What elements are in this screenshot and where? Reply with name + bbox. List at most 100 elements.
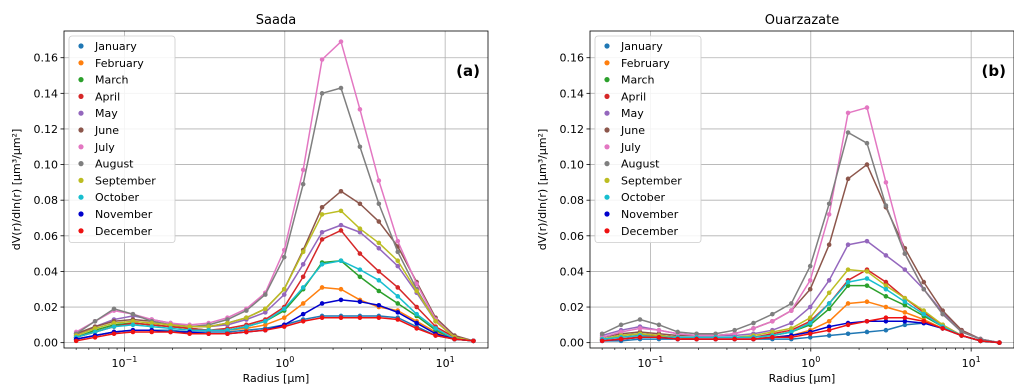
data-point [149, 329, 155, 335]
chart-title: Ouarzazate [765, 13, 839, 28]
data-point [921, 318, 927, 324]
data-point [940, 311, 945, 317]
legend-marker [78, 228, 84, 234]
data-point [902, 267, 908, 272]
data-point [883, 318, 889, 324]
data-point [357, 315, 363, 321]
series-group [599, 105, 1002, 345]
data-point [376, 245, 382, 251]
series-line [602, 163, 1000, 344]
y-tick-label: 0.04 [560, 265, 585, 278]
data-point [357, 107, 363, 112]
data-point [263, 327, 268, 333]
y-tick-label: 0.14 [560, 87, 585, 100]
data-point [414, 304, 419, 310]
data-point [376, 178, 382, 183]
data-point [92, 326, 98, 331]
legend-item: June [604, 124, 645, 137]
chart-panel-1: 0.000.020.040.060.080.100.120.140.1610−1… [10, 13, 489, 385]
data-point [300, 274, 306, 280]
data-point [656, 327, 662, 333]
data-point [281, 286, 287, 292]
data-point [338, 228, 344, 233]
legend-marker [604, 93, 610, 99]
data-point [770, 311, 775, 317]
data-point [433, 326, 438, 331]
data-point [111, 324, 117, 329]
data-point [187, 331, 192, 337]
data-point [319, 301, 325, 306]
legend-item: November [604, 208, 679, 221]
data-point [376, 288, 382, 294]
legend-item: July [604, 141, 641, 154]
data-point [414, 326, 419, 331]
data-point [921, 311, 927, 317]
data-point [770, 329, 775, 335]
data-point [73, 338, 79, 344]
x-tick-exponent: 1 [450, 355, 455, 364]
data-point [338, 222, 344, 228]
data-point [319, 261, 325, 267]
data-point [376, 219, 382, 224]
data-point [300, 181, 306, 187]
data-point [300, 261, 306, 267]
series-december [599, 315, 1002, 345]
data-point [656, 322, 662, 328]
data-point [414, 288, 419, 294]
data-point [883, 315, 889, 321]
data-point [864, 238, 870, 244]
data-point [883, 180, 889, 185]
data-point [826, 306, 832, 312]
data-point [414, 311, 419, 317]
legend-item: September [604, 174, 682, 187]
data-point [300, 167, 306, 173]
series-line [601, 131, 1000, 344]
x-axis-label: Radius [µm] [769, 372, 836, 385]
legend: January February March April May June July Augu… [68, 35, 176, 244]
y-tick-label: 0.04 [34, 265, 59, 278]
legend-label: March [95, 74, 129, 87]
data-point [168, 322, 173, 328]
data-point [807, 315, 813, 321]
data-point [300, 285, 306, 290]
data-point [694, 331, 699, 337]
data-point [92, 318, 98, 324]
data-point [826, 327, 832, 333]
legend-label: January [94, 40, 137, 53]
data-point [338, 258, 344, 264]
data-point [845, 331, 851, 337]
axes-frame [589, 30, 1014, 349]
data-point [338, 188, 344, 194]
legend-label: November [621, 208, 679, 221]
legend-item: February [604, 57, 670, 70]
data-point [376, 269, 382, 274]
x-tick-base: 10 [112, 357, 126, 370]
data-point [921, 286, 927, 292]
data-point [281, 324, 287, 329]
data-point [357, 299, 363, 304]
data-point [357, 226, 363, 231]
data-point [694, 336, 699, 342]
data-point [395, 249, 401, 255]
legend-marker [604, 110, 610, 116]
legend-label: August [621, 158, 660, 171]
data-point [357, 267, 363, 272]
data-point [902, 251, 908, 256]
data-point [845, 176, 851, 182]
series-september [73, 208, 476, 344]
legend-item: January [604, 40, 663, 53]
legend-item: November [78, 208, 153, 221]
y-tick-label: 0.00 [560, 337, 585, 350]
legend-label: May [621, 107, 644, 120]
legend-marker [78, 161, 84, 167]
data-point [376, 278, 382, 283]
data-point [414, 320, 419, 326]
data-point [395, 310, 401, 315]
data-point [338, 315, 344, 321]
legend-item: January [78, 40, 137, 53]
data-point [130, 318, 136, 324]
legend-marker [78, 93, 84, 99]
data-point [471, 338, 476, 344]
data-point [206, 331, 211, 337]
legend-label: October [621, 191, 665, 204]
